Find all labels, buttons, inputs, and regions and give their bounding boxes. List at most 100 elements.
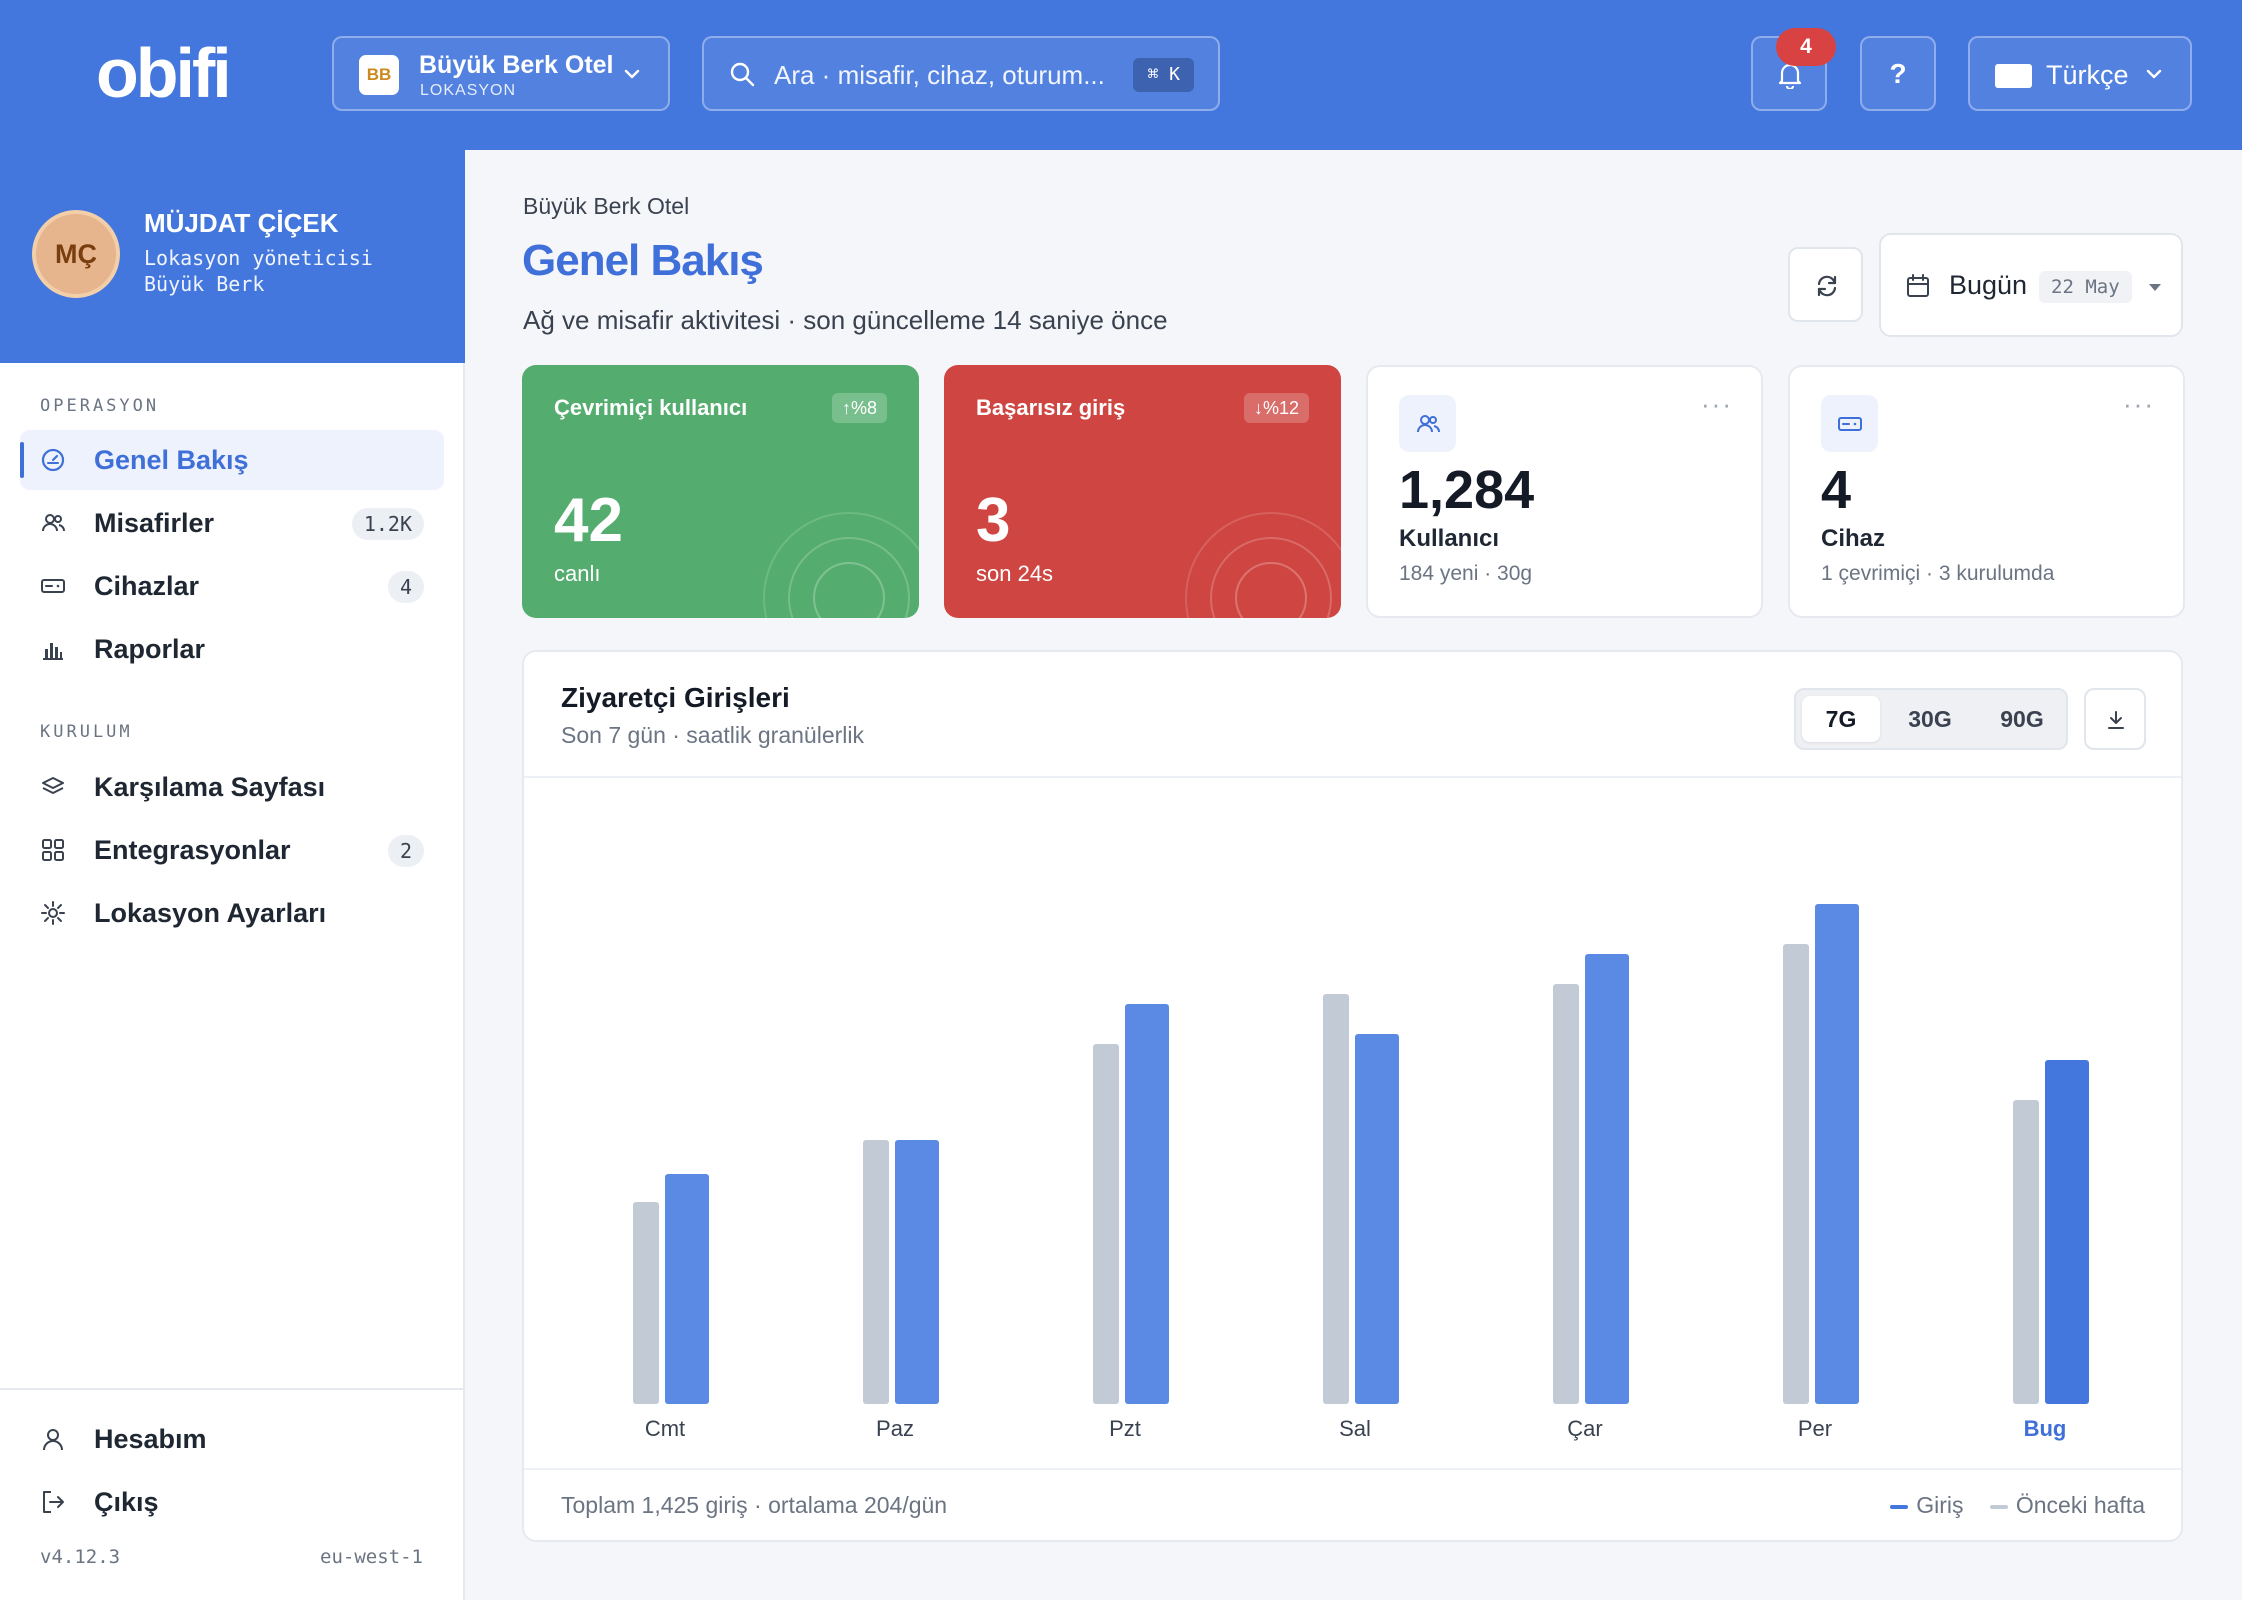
breadcrumb[interactable]: Büyük Berk Otel — [523, 193, 690, 219]
language-selector[interactable]: Türkçe — [1968, 36, 2192, 111]
sidebar-item-label: Genel Bakış — [94, 445, 249, 475]
bar-previous-Sal[interactable] — [1323, 994, 1349, 1404]
sidebar-item-welcome-page[interactable]: Karşılama Sayfası — [20, 757, 444, 817]
bar-current-Çar[interactable] — [1585, 954, 1629, 1404]
chart-divider — [524, 1468, 2181, 1470]
bar-chart: Cmt Paz Pzt Sal Çar Per Bug — [633, 904, 2089, 1441]
bar-current-Per[interactable] — [1815, 904, 1859, 1404]
bar-current-Cmt[interactable] — [665, 1174, 709, 1404]
date-picker[interactable]: Bugün 22 May — [1879, 233, 2183, 337]
more-options-icon[interactable]: ··· — [2123, 389, 2155, 419]
sidebar-item-logout[interactable]: Çıkış — [20, 1472, 444, 1532]
sidebar-item-label: Misafirler — [94, 508, 215, 538]
search-input[interactable]: Ara · misafir, cihaz, oturum... ⌘ K — [702, 36, 1220, 111]
refresh-button[interactable] — [1788, 247, 1863, 322]
count-badge: 4 — [387, 571, 424, 603]
shortcut-hint: ⌘ K — [1133, 58, 1194, 92]
location-badge: BB — [359, 55, 399, 95]
sidebar-item-label: Çıkış — [94, 1487, 159, 1517]
tab-7g[interactable]: 7G — [1802, 696, 1880, 742]
bar-previous-Bug[interactable] — [2013, 1100, 2039, 1404]
sidebar-item-devices[interactable]: Cihazlar 4 — [20, 556, 444, 616]
failed-logins-card[interactable]: Başarısız giriş ↓%12 3 son 24s — [944, 365, 1341, 618]
sidebar-item-label: Hesabım — [94, 1424, 207, 1454]
notification-count-badge: 4 — [1776, 28, 1836, 66]
sidebar-item-reports[interactable]: Raporlar — [20, 619, 444, 679]
version-label: v4.12.3 — [40, 1546, 121, 1568]
download-icon — [2108, 711, 2124, 729]
device-icon — [1821, 395, 1878, 452]
card-label: Kullanıcı — [1399, 525, 1500, 552]
sidebar-item-account[interactable]: Hesabım — [20, 1409, 444, 1469]
stat-caption: son 24s — [976, 561, 1054, 586]
x-tick-label: Sal — [1339, 1416, 1371, 1441]
more-options-icon[interactable]: ··· — [1701, 389, 1733, 419]
bar-current-Paz[interactable] — [895, 1140, 939, 1404]
sidebar-divider — [0, 1388, 463, 1390]
stat-caption: canlı — [554, 561, 601, 586]
x-tick-label: Paz — [876, 1416, 914, 1441]
sidebar-item-overview[interactable]: Genel Bakış — [20, 430, 444, 490]
bar-current-Pzt[interactable] — [1125, 1004, 1169, 1404]
stat-value: 3 — [976, 486, 1011, 555]
sidebar-item-label: Raporlar — [94, 634, 206, 664]
chart-subtitle: Son 7 gün · saatlik granülerlik — [561, 722, 864, 748]
online-users-card[interactable]: Çevrimiçi kullanıcı ↑%8 42 canlı — [522, 365, 919, 618]
stat-title: Çevrimiçi kullanıcı — [554, 395, 748, 420]
location-switcher[interactable]: BB Büyük Berk Otel LOKASYON — [332, 36, 670, 111]
tab-90g[interactable]: 90G — [2000, 706, 2044, 732]
bar-previous-Paz[interactable] — [863, 1140, 889, 1404]
nav-section-title: OPERASYON — [40, 396, 160, 416]
x-tick-label: Per — [1798, 1416, 1832, 1441]
caret-down-icon — [2149, 284, 2161, 291]
users-card[interactable]: ··· 1,284 Kullanıcı 184 yeni · 30g — [1366, 365, 1763, 618]
legend-swatch-current — [1890, 1504, 1909, 1509]
bar-previous-Çar[interactable] — [1553, 984, 1579, 1404]
bar-previous-Cmt[interactable] — [633, 1202, 659, 1404]
search-icon — [730, 62, 755, 87]
sidebar: MÇ MÜJDAT ÇİÇEK Lokasyon yöneticisi Büyü… — [0, 150, 465, 1600]
profile-location: Büyük Berk — [144, 272, 265, 296]
sidebar-item-guests[interactable]: Misafirler 1.2K — [20, 493, 444, 553]
help-button[interactable]: ? — [1860, 36, 1936, 111]
nav-section-title: KURULUM — [40, 722, 133, 742]
legend-label-previous: Önceki hafta — [2015, 1492, 2145, 1518]
user-icon — [43, 1429, 63, 1451]
stat-change-badge: ↓%12 — [1243, 393, 1309, 423]
x-tick-label: Bug — [2024, 1416, 2067, 1441]
decorative-rings — [763, 512, 919, 618]
chart-legend: Giriş Önceki hafta — [1870, 1492, 2145, 1519]
avatar[interactable]: MÇ — [32, 210, 120, 298]
sidebar-item-integrations[interactable]: Entegrasyonlar 2 — [20, 820, 444, 880]
bar-previous-Pzt[interactable] — [1093, 1044, 1119, 1404]
settings-icon — [41, 901, 65, 925]
sidebar-item-location-settings[interactable]: Lokasyon Ayarları — [20, 883, 444, 943]
gauge-icon — [41, 448, 65, 472]
tab-30g[interactable]: 30G — [1908, 706, 1952, 732]
logo[interactable]: obifi — [96, 34, 232, 112]
location-label: LOKASYON — [420, 82, 517, 99]
sidebar-item-label: Karşılama Sayfası — [94, 772, 326, 802]
date-label: Bugün — [1949, 270, 2028, 300]
chart-divider — [524, 776, 2181, 778]
legend-label-current: Giriş — [1916, 1492, 1964, 1518]
devices-card[interactable]: ··· 4 Cihaz 1 çevrimiçi · 3 kurulumda — [1788, 365, 2185, 618]
chart-title: Ziyaretçi Girişleri — [561, 682, 790, 713]
profile-panel: MÇ MÜJDAT ÇİÇEK Lokasyon yöneticisi Büyü… — [0, 150, 465, 363]
sidebar-item-label: Cihazlar — [94, 571, 200, 601]
region-label: eu-west-1 — [320, 1546, 423, 1568]
refresh-icon — [1817, 275, 1837, 297]
chevron-down-icon — [2146, 69, 2162, 79]
decorative-rings — [1185, 512, 1341, 618]
download-button[interactable] — [2084, 688, 2146, 750]
sidebar-item-label: Entegrasyonlar — [94, 835, 291, 865]
bar-current-Sal[interactable] — [1355, 1034, 1399, 1404]
bar-current-Bug[interactable] — [2045, 1060, 2089, 1404]
visitor-logins-chart-card: Ziyaretçi Girişleri Son 7 gün · saatlik … — [522, 650, 2183, 1542]
bar-previous-Per[interactable] — [1783, 944, 1809, 1404]
stat-value: 42 — [554, 486, 623, 555]
card-subtext: 184 yeni · 30g — [1399, 562, 1533, 585]
grid-icon — [42, 839, 64, 861]
count-badge: 2 — [387, 835, 424, 867]
search-placeholder: Ara · misafir, cihaz, oturum... — [774, 60, 1105, 90]
